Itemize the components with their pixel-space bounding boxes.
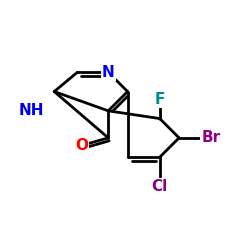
- Text: N: N: [102, 65, 115, 80]
- Text: Br: Br: [202, 130, 221, 145]
- Text: NH: NH: [18, 103, 44, 118]
- Text: F: F: [154, 92, 165, 107]
- Text: O: O: [75, 138, 88, 153]
- Text: Cl: Cl: [152, 179, 168, 194]
